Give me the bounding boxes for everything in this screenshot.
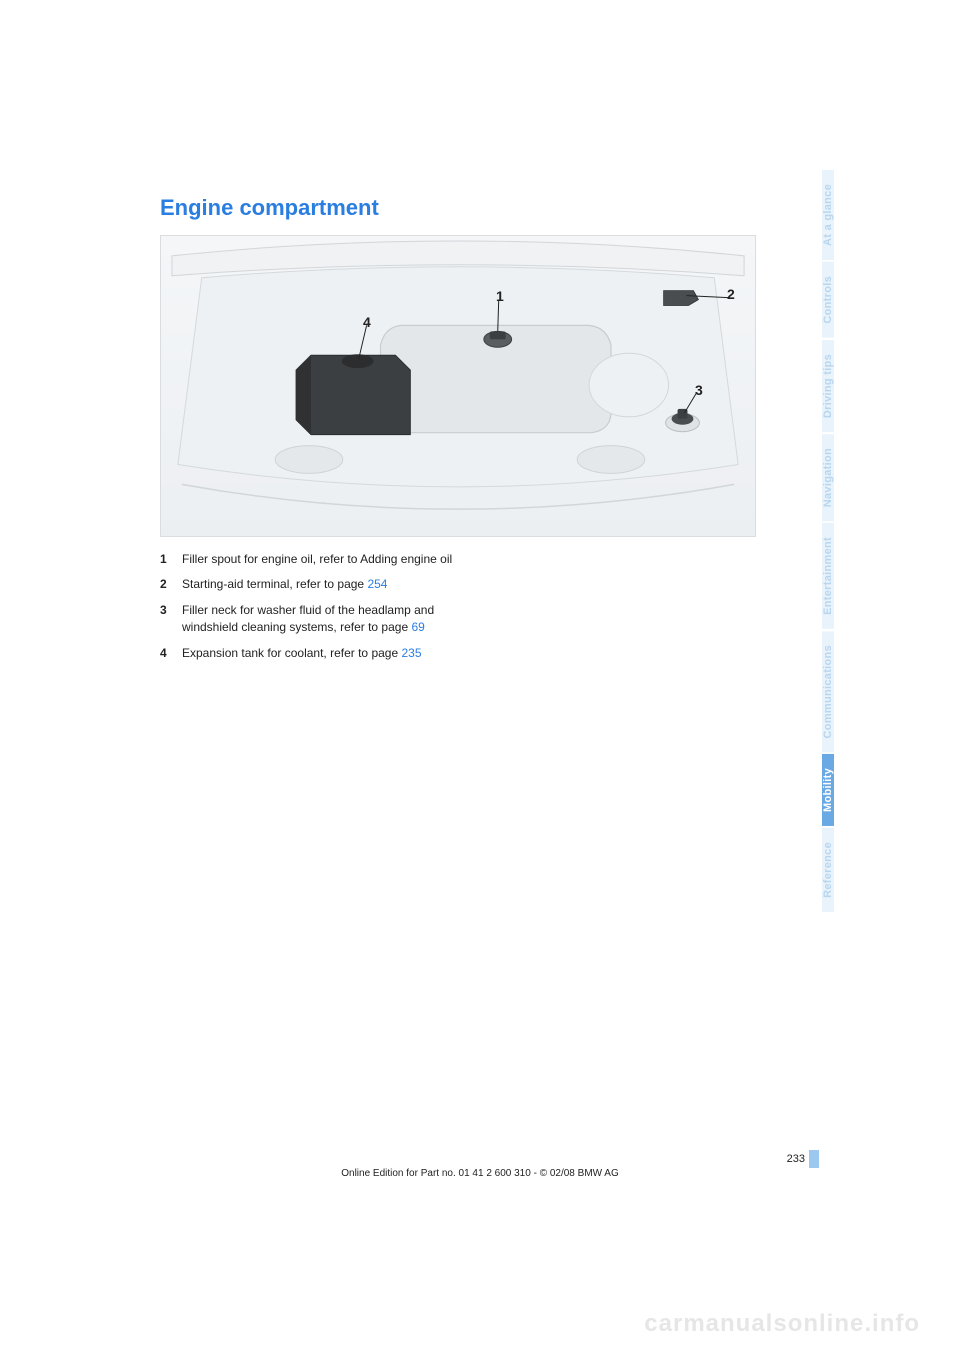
legend-item: 4Expansion tank for coolant, refer to pa… <box>160 645 460 662</box>
page-number: 233 <box>787 1153 805 1165</box>
watermark: carmanualsonline.info <box>0 1310 960 1338</box>
tab-mobility[interactable]: Mobility <box>822 754 834 826</box>
legend-item-text: Starting-aid terminal, refer to page 254 <box>182 576 460 593</box>
engine-diagram: 1 2 3 4 <box>160 235 756 537</box>
legend-item-number: 4 <box>160 645 182 662</box>
page-title: Engine compartment <box>160 195 760 221</box>
tab-reference[interactable]: Reference <box>822 828 834 912</box>
callout-number: 4 <box>363 314 371 330</box>
expansion-tank <box>296 354 410 434</box>
page-reference-link[interactable]: 254 <box>367 577 387 591</box>
legend-item-number: 3 <box>160 602 182 637</box>
page-reference-link[interactable]: 69 <box>411 620 424 634</box>
page-number-box: 233 <box>787 1150 819 1168</box>
callout-number: 1 <box>496 288 504 304</box>
copyright-line: Online Edition for Part no. 01 41 2 600 … <box>0 1168 960 1179</box>
engine-diagram-svg <box>161 236 755 536</box>
tab-communications[interactable]: Communications <box>822 631 834 752</box>
legend-item-text: Filler spout for engine oil, refer to Ad… <box>182 551 460 568</box>
callout-number: 3 <box>695 382 703 398</box>
legend-item-text: Filler neck for washer fluid of the head… <box>182 602 460 637</box>
tab-entertainment[interactable]: Entertainment <box>822 523 834 629</box>
legend-item: 1Filler spout for engine oil, refer to A… <box>160 551 460 568</box>
legend-item-text: Expansion tank for coolant, refer to pag… <box>182 645 460 662</box>
callout-number: 2 <box>727 286 735 302</box>
page-reference-link[interactable]: 235 <box>401 646 421 660</box>
tab-at-a-glance[interactable]: At a glance <box>822 170 834 260</box>
tab-navigation[interactable]: Navigation <box>822 434 834 521</box>
legend-list: 1Filler spout for engine oil, refer to A… <box>160 551 460 662</box>
section-tabs: At a glance Controls Driving tips Navigatio… <box>822 170 846 914</box>
tab-controls[interactable]: Controls <box>822 262 834 338</box>
page-number-bar <box>809 1150 819 1168</box>
legend-item-number: 2 <box>160 576 182 593</box>
page: Engine compartment <box>0 0 960 1358</box>
legend-item-number: 1 <box>160 551 182 568</box>
content-area: Engine compartment <box>160 195 760 670</box>
tab-driving-tips[interactable]: Driving tips <box>822 340 834 432</box>
legend-item: 2Starting-aid terminal, refer to page 25… <box>160 576 460 593</box>
legend-item: 3Filler neck for washer fluid of the hea… <box>160 602 460 637</box>
